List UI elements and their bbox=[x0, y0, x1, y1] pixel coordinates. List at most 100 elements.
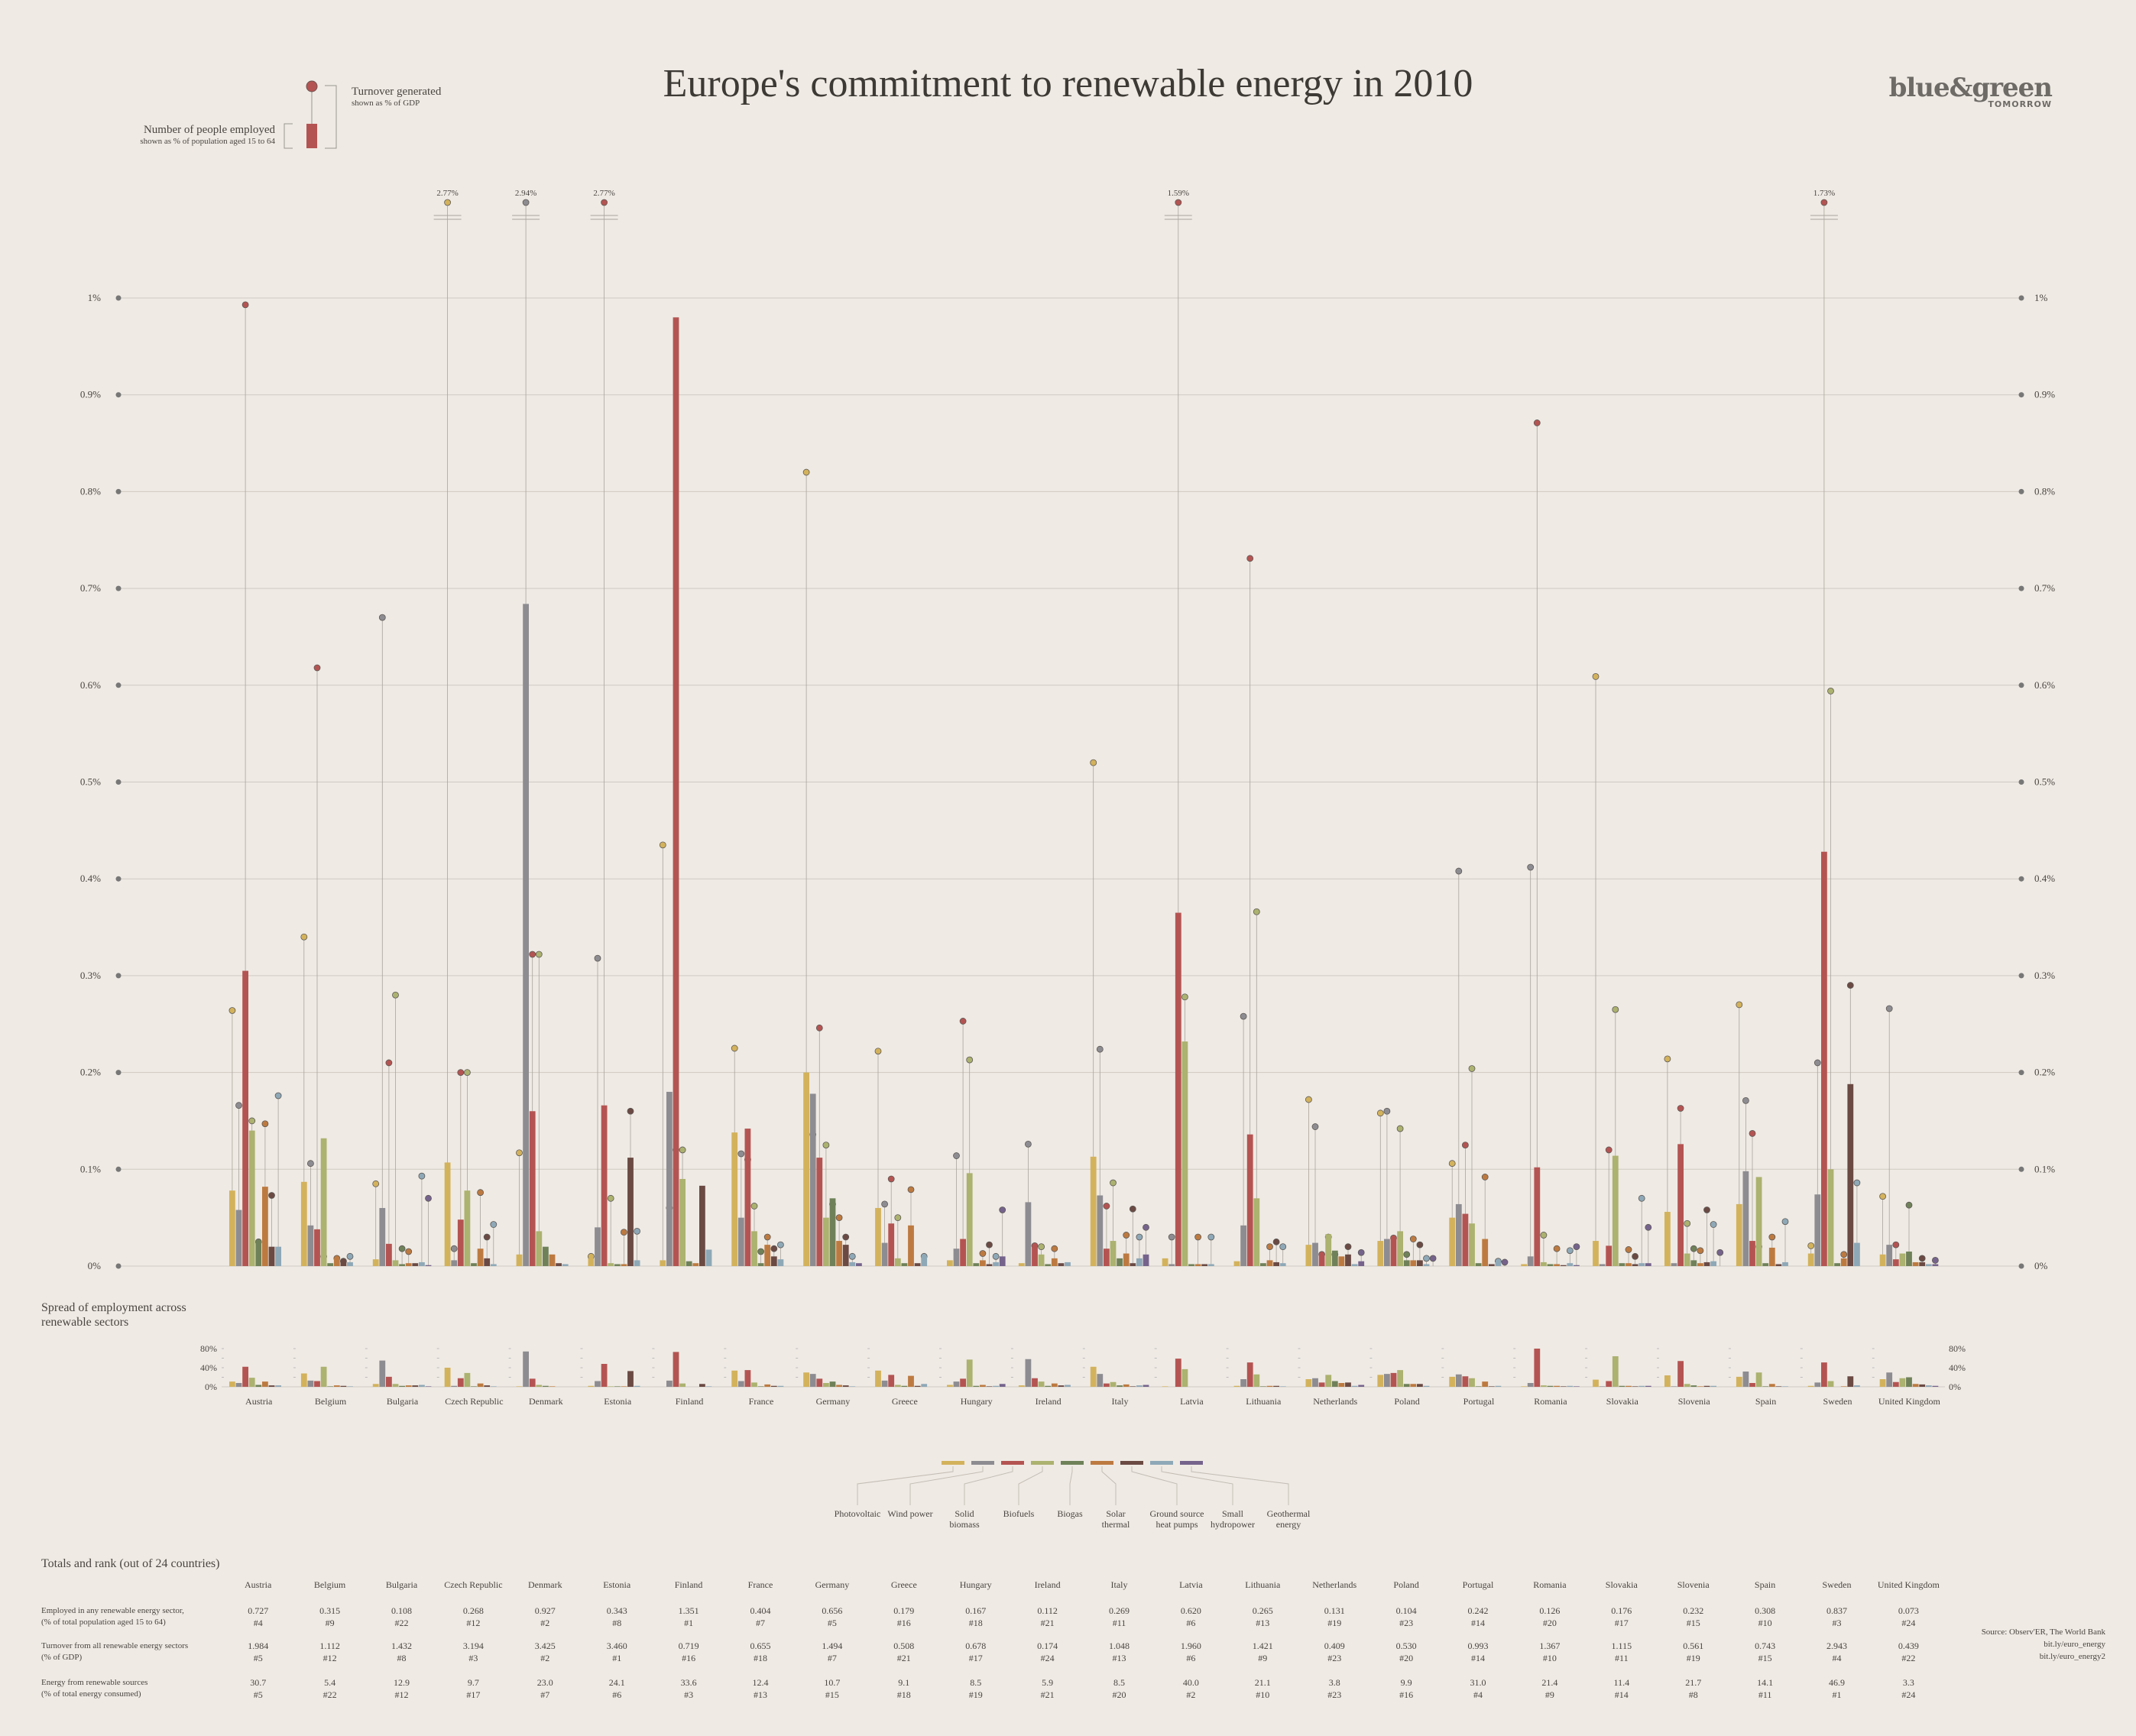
employment-bar bbox=[1123, 1253, 1130, 1266]
employment-bar bbox=[333, 1258, 340, 1266]
totals-turnover-rank: #18 bbox=[754, 1653, 767, 1663]
employment-bar bbox=[1593, 1241, 1599, 1266]
employment-bar bbox=[1384, 1239, 1390, 1266]
legend-swatch-3 bbox=[1031, 1461, 1054, 1465]
spread-bar bbox=[614, 1386, 621, 1387]
employment-bar bbox=[1273, 1262, 1279, 1266]
legend-label: Biofuels bbox=[1003, 1508, 1035, 1519]
totals-col-header: Slovakia bbox=[1605, 1579, 1638, 1590]
employment-bar bbox=[307, 1225, 314, 1266]
employment-bar bbox=[314, 1229, 320, 1266]
turnover-point bbox=[1690, 1245, 1697, 1252]
turnover-point bbox=[1143, 1223, 1149, 1231]
spread-bar bbox=[536, 1385, 543, 1387]
employment-bar bbox=[1279, 1263, 1286, 1266]
totals-turnover-rank: #15 bbox=[1758, 1653, 1772, 1663]
legend-label: Geothermal bbox=[1267, 1508, 1311, 1519]
spread-bar bbox=[1449, 1376, 1456, 1387]
spread-bar bbox=[1814, 1382, 1821, 1387]
turnover-point bbox=[1885, 1005, 1893, 1012]
spread-bar bbox=[1136, 1385, 1143, 1387]
spread-bar bbox=[1117, 1385, 1123, 1387]
employment-bar bbox=[425, 1265, 432, 1266]
spread-bar bbox=[543, 1385, 549, 1387]
employment-bar bbox=[1574, 1265, 1580, 1266]
totals-employed-value: 0.073 bbox=[1898, 1605, 1919, 1616]
turnover-point bbox=[634, 1227, 640, 1235]
totals-turnover-rank: #21 bbox=[896, 1653, 911, 1663]
totals-employed-value: 0.343 bbox=[606, 1605, 627, 1616]
spread-bar bbox=[275, 1385, 281, 1387]
employment-bar bbox=[1201, 1264, 1208, 1266]
turnover-point bbox=[959, 1018, 967, 1025]
employment-bar bbox=[1449, 1217, 1456, 1266]
totals-employed-rank: #5 bbox=[827, 1618, 837, 1628]
employment-bar bbox=[1253, 1198, 1260, 1266]
employment-bar bbox=[1638, 1263, 1645, 1266]
source-line-1: Source: Observ'ER, The World Bank bbox=[1981, 1628, 2105, 1637]
legend-swatch-2 bbox=[1001, 1461, 1024, 1465]
spread-bar bbox=[1090, 1366, 1097, 1387]
turnover-point bbox=[313, 664, 321, 672]
gridline-end-left bbox=[115, 1166, 122, 1172]
country-label: Spain bbox=[1755, 1396, 1776, 1407]
employment-bar bbox=[242, 970, 248, 1266]
employment-bar bbox=[549, 1254, 556, 1266]
employment-bar bbox=[484, 1258, 491, 1266]
spread-bar bbox=[1677, 1361, 1684, 1387]
spread-bar bbox=[1358, 1385, 1365, 1387]
spread-bar bbox=[999, 1384, 1006, 1387]
legend-label: Small bbox=[1222, 1508, 1244, 1519]
employment-bar bbox=[1742, 1171, 1749, 1266]
turnover-point bbox=[731, 1045, 738, 1052]
turnover-point bbox=[1468, 1065, 1476, 1072]
employment-bar bbox=[1619, 1263, 1625, 1266]
spread-bar bbox=[888, 1375, 895, 1387]
employment-bar bbox=[914, 1263, 921, 1266]
spread-bar bbox=[1038, 1381, 1045, 1387]
legend-swatch-8 bbox=[1180, 1461, 1203, 1465]
spread-bar bbox=[980, 1385, 986, 1387]
gridline-end-left bbox=[115, 585, 122, 591]
spread-bar bbox=[1782, 1386, 1788, 1387]
totals-col-header: Austria bbox=[245, 1579, 272, 1590]
spread-bar bbox=[1110, 1381, 1117, 1387]
spread-bar bbox=[333, 1385, 340, 1387]
totals-turnover-value: 0.993 bbox=[1467, 1640, 1489, 1651]
spread-bar bbox=[477, 1383, 484, 1387]
employment-bar bbox=[966, 1173, 973, 1266]
turnover-point bbox=[894, 1214, 902, 1222]
spread-bar bbox=[386, 1376, 392, 1387]
totals-employed-rank: #19 bbox=[1327, 1618, 1342, 1628]
country-label: Austria bbox=[245, 1396, 273, 1407]
totals-turnover-rank: #14 bbox=[1471, 1653, 1485, 1663]
employment-bar bbox=[999, 1256, 1006, 1266]
turnover-point bbox=[1448, 1160, 1456, 1168]
spread-bar bbox=[1925, 1385, 1932, 1387]
totals-col-header: Ireland bbox=[1034, 1579, 1061, 1590]
spread-bar bbox=[1762, 1386, 1769, 1387]
source-note: Source: Observ'ER, The World Bank bit.ly… bbox=[1982, 1626, 2105, 1663]
spread-bar bbox=[529, 1378, 536, 1387]
employment-bar bbox=[803, 1072, 809, 1266]
totals-row-label-line: (% of total population aged 15 to 64) bbox=[41, 1618, 166, 1627]
employment-bar bbox=[529, 1111, 536, 1266]
totals-employed-rank: #16 bbox=[896, 1618, 911, 1628]
employment-bar bbox=[621, 1264, 627, 1266]
totals-turnover-rank: #3 bbox=[468, 1653, 478, 1663]
totals-employed-rank: #4 bbox=[253, 1618, 263, 1628]
turnover-point bbox=[477, 1189, 484, 1197]
employment-bar bbox=[1906, 1251, 1912, 1266]
totals-turnover-value: 0.409 bbox=[1324, 1640, 1345, 1651]
gridline-end-left bbox=[115, 488, 122, 494]
totals-employed-value: 0.131 bbox=[1324, 1605, 1345, 1616]
totals-energy-value: 40.0 bbox=[1182, 1677, 1199, 1688]
employment-bar bbox=[1130, 1263, 1136, 1266]
totals-employed-value: 0.269 bbox=[1109, 1605, 1130, 1616]
country-label: Ireland bbox=[1036, 1396, 1062, 1407]
y-tick-label-left: 0.1% bbox=[80, 1163, 101, 1174]
country-label: Portugal bbox=[1463, 1396, 1495, 1407]
spread-bar bbox=[1697, 1386, 1703, 1387]
spread-bar bbox=[849, 1386, 856, 1387]
